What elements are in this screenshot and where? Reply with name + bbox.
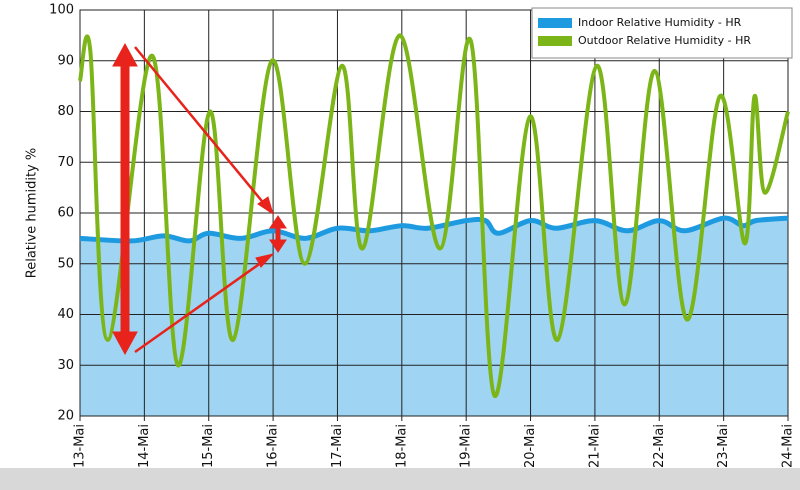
area [80,218,788,416]
legend-swatch [538,36,572,46]
arrow-head [269,239,287,253]
x-tick-label: 13-Mai [73,424,88,468]
bottom-bar [0,468,800,490]
plot-border [79,9,789,417]
x-tick-label: 17-Mai [330,424,345,468]
line [79,215,789,244]
y-tick-label: 80 [57,104,74,119]
legend-label: Indoor Relative Humidity - HR [578,16,742,29]
y-tick-label: 40 [57,307,74,322]
legend-swatch [538,18,572,28]
y-tick-label: 70 [57,155,74,170]
x-tick-label: 20-Mai [523,424,538,468]
x-tick-label: 16-Mai [266,424,281,468]
arrow-head [112,331,138,356]
plot: 20 30 40 50 60 70 80 90 100 13-Mai 14-Mai 15-Mai 16-… [49,3,795,469]
annotations [112,42,287,356]
y-tick-label: 90 [57,53,74,68]
y-tick-label: 100 [49,3,74,18]
x-tick-label: 22-Mai [652,424,667,468]
x-tick-label: 18-Mai [394,424,409,468]
arrow-line [134,258,266,354]
line [78,33,790,398]
x-tick-label: 24-Mai [781,424,796,468]
legend: Indoor Relative Humidity - HR Outdoor Rel… [531,7,793,59]
y-tick-label: 30 [57,358,74,373]
y-tick-label: 20 [57,409,74,424]
arrow-head [112,42,138,67]
y-tick-label: 50 [57,256,74,271]
legend-box [531,7,793,59]
x-tick-label: 23-Mai [716,424,731,468]
legend-label: Outdoor Relative Humidity - HR [578,34,751,47]
x-tick-label: 15-Mai [201,424,216,468]
x-tick-label: 14-Mai [137,424,152,468]
y-tick-label: 60 [57,206,74,221]
y-axis-label: Relative humidity % [25,148,40,278]
arrow-head [255,253,275,268]
x-tick-label: 19-Mai [459,424,474,468]
arrow-head [269,215,287,229]
arrow-head [257,196,274,216]
arrow-line [134,46,267,207]
x-tick-label: 21-Mai [587,424,602,468]
